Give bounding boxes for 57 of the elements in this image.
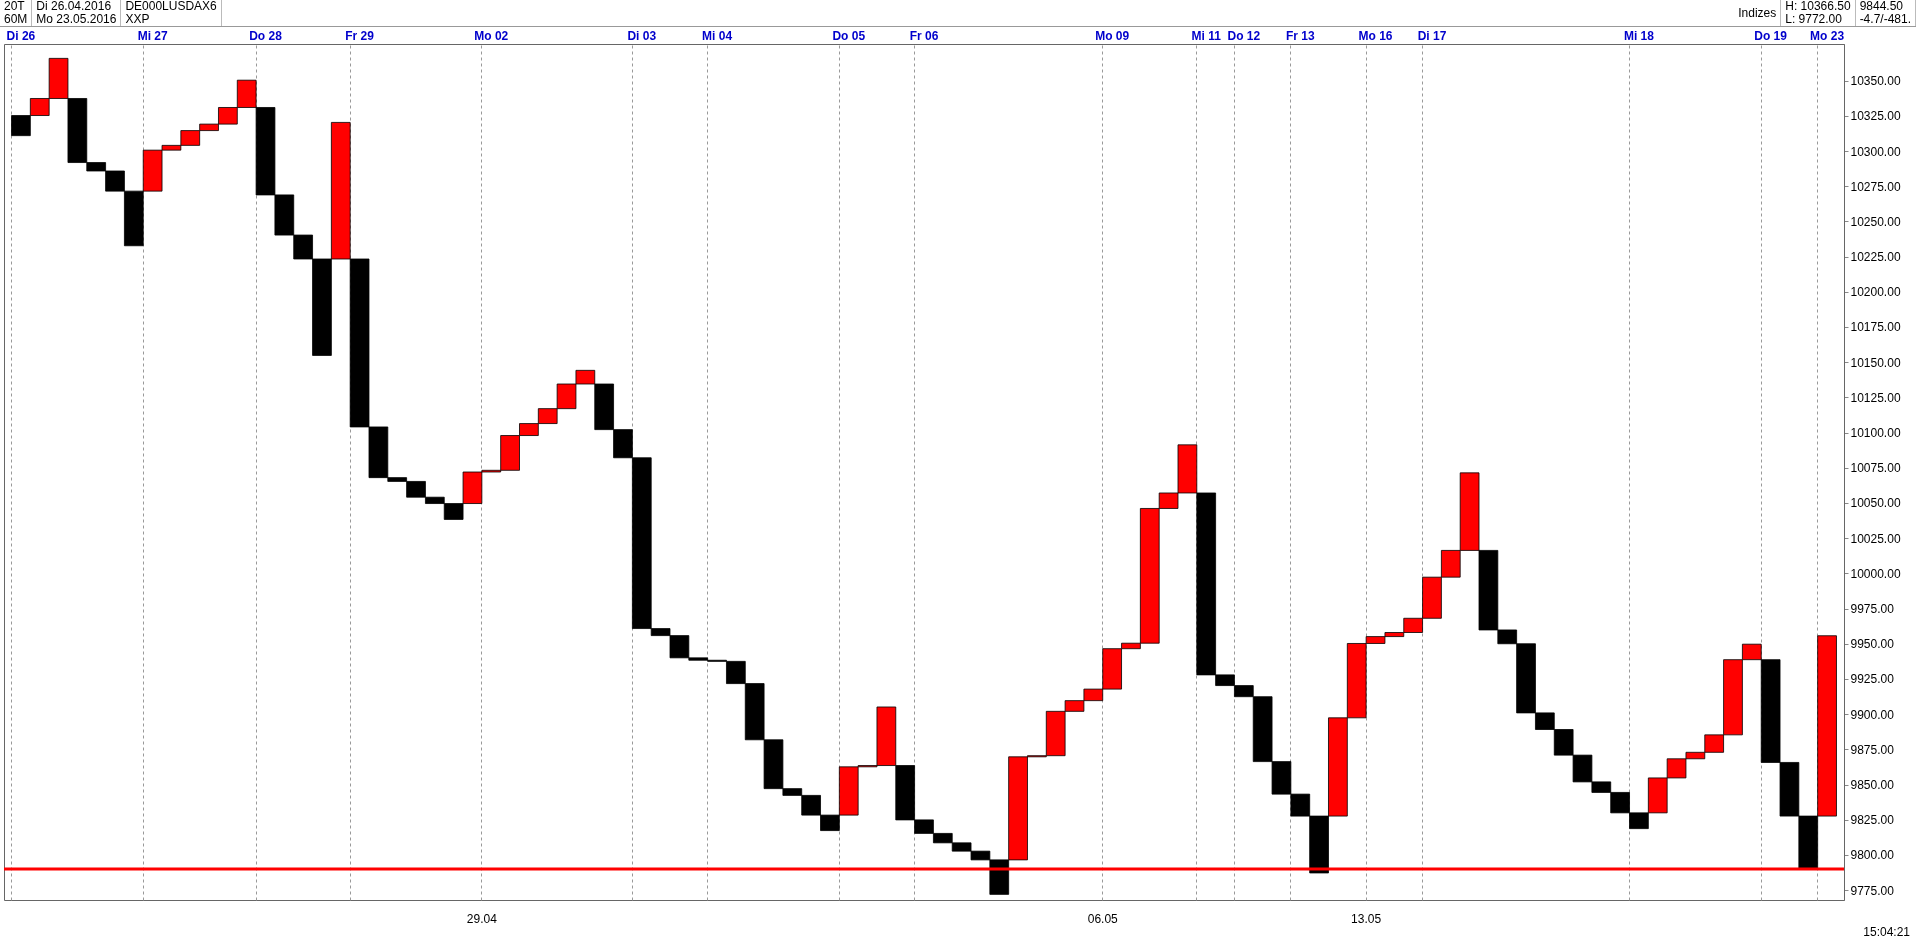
x-tick-label: Di 17 <box>1417 28 1447 43</box>
y-tick-label: 10250.00 <box>1850 214 1901 229</box>
text: XXP <box>125 12 151 26</box>
x-tick-label: Di 26 <box>6 28 36 43</box>
y-tick-label: 10350.00 <box>1850 74 1901 89</box>
text: 20T <box>4 0 26 13</box>
text: DE000LUSDAX6 <box>125 0 217 13</box>
x-tick-label: Fr 06 <box>909 28 939 43</box>
x-tick-label: Fr 29 <box>345 28 375 43</box>
y-tick-label: 10150.00 <box>1850 355 1901 370</box>
x-tick-label: Do 28 <box>249 28 283 43</box>
y-tick-label: 9875.00 <box>1850 742 1895 757</box>
text: 60M <box>4 12 28 26</box>
y-tick-label: 10175.00 <box>1850 320 1901 335</box>
x-tick-label: Mo 16 <box>1358 28 1393 43</box>
y-tick-label: 10000.00 <box>1850 566 1901 581</box>
x-tick-label: Di 03 <box>627 28 657 43</box>
y-tick-label: 10300.00 <box>1850 144 1901 159</box>
text: 15:04:21 <box>1863 925 1910 939</box>
x-tick-label: Do 19 <box>1754 28 1788 43</box>
x-tick-label: Mo 23 <box>1810 28 1845 43</box>
x-tick-label: Mi 18 <box>1623 28 1655 43</box>
text: -4.7/-481. <box>1859 12 1911 26</box>
y-tick-label: 10025.00 <box>1850 531 1901 546</box>
y-tick-label: 9950.00 <box>1850 637 1895 652</box>
x-tick-label: Mi 27 <box>137 28 168 43</box>
text: 29.04 <box>466 912 498 926</box>
text: H: 10366.50 <box>1785 0 1851 13</box>
x-tick-label: Do 12 <box>1227 28 1261 43</box>
y-tick-label: 10050.00 <box>1850 496 1901 511</box>
x-tick-label: Mi 11 <box>1191 28 1222 43</box>
y-tick-label: 10325.00 <box>1850 109 1901 124</box>
y-tick-label: 10100.00 <box>1850 426 1901 441</box>
text: L: 9772.00 <box>1785 12 1843 26</box>
x-tick-label: Mo 09 <box>1095 28 1130 43</box>
y-tick-label: 9925.00 <box>1850 672 1895 687</box>
text: 13.05 <box>1351 912 1382 926</box>
y-tick-label: 9775.00 <box>1850 883 1895 898</box>
x-tick-label: Fr 13 <box>1285 28 1315 43</box>
y-tick-label: 10225.00 <box>1850 250 1901 265</box>
y-tick-label: 10200.00 <box>1850 285 1901 300</box>
text: Mo 23.05.2016 <box>36 12 117 26</box>
y-tick-label: 9975.00 <box>1850 602 1895 617</box>
x-tick-label: Mo 02 <box>474 28 509 43</box>
y-tick-label: 9850.00 <box>1850 778 1895 793</box>
text: Indizes <box>1738 5 1777 20</box>
text: 9844.50 <box>1859 0 1904 13</box>
x-tick-label: Do 05 <box>832 28 866 43</box>
y-tick-label: 9800.00 <box>1850 848 1895 863</box>
y-tick-label: 9825.00 <box>1850 813 1895 828</box>
y-tick-label: 10075.00 <box>1850 461 1901 476</box>
y-tick-label: 9900.00 <box>1850 707 1895 722</box>
x-tick-label: Mi 04 <box>702 28 733 43</box>
y-tick-label: 10275.00 <box>1850 179 1901 194</box>
text: Di 26.04.2016 <box>36 0 113 13</box>
text: 06.05 <box>1087 912 1119 926</box>
y-tick-label: 10125.00 <box>1850 390 1901 405</box>
